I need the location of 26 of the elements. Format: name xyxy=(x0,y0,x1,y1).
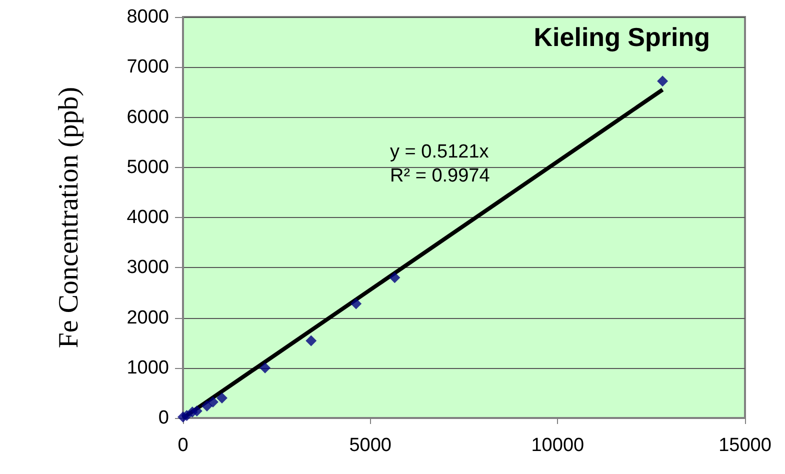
y-tick-label: 8000 xyxy=(126,6,169,28)
point xyxy=(389,272,400,284)
y-tick-label: 5000 xyxy=(126,156,169,178)
point xyxy=(350,298,362,310)
y-tick-label: 2000 xyxy=(126,307,169,328)
chart-title: Kieling Spring xyxy=(534,22,710,52)
point xyxy=(306,335,317,346)
y-tick-label: 0 xyxy=(158,408,169,428)
y-axis-title: Fe Concentration (ppb) xyxy=(54,86,84,348)
y-tick-label: 3000 xyxy=(126,257,169,278)
point xyxy=(216,392,228,404)
y-tick-label: 6000 xyxy=(126,106,169,128)
point xyxy=(260,362,271,374)
annotation: R² = 0.9974 xyxy=(390,166,490,186)
point xyxy=(657,76,668,87)
x-tick-label: 15000 xyxy=(718,435,772,456)
point xyxy=(191,405,202,416)
point xyxy=(201,400,212,412)
y-tick-label: 4000 xyxy=(126,207,169,228)
x-tick-label: 5000 xyxy=(349,435,392,456)
y-tick-label: 1000 xyxy=(126,357,169,378)
y-tick-label: 7000 xyxy=(126,56,169,78)
point xyxy=(207,396,218,408)
annotation: y = 0.5121x xyxy=(390,142,490,162)
x-tick-label: 0 xyxy=(178,435,188,456)
x-tick-label: 10000 xyxy=(531,435,584,456)
